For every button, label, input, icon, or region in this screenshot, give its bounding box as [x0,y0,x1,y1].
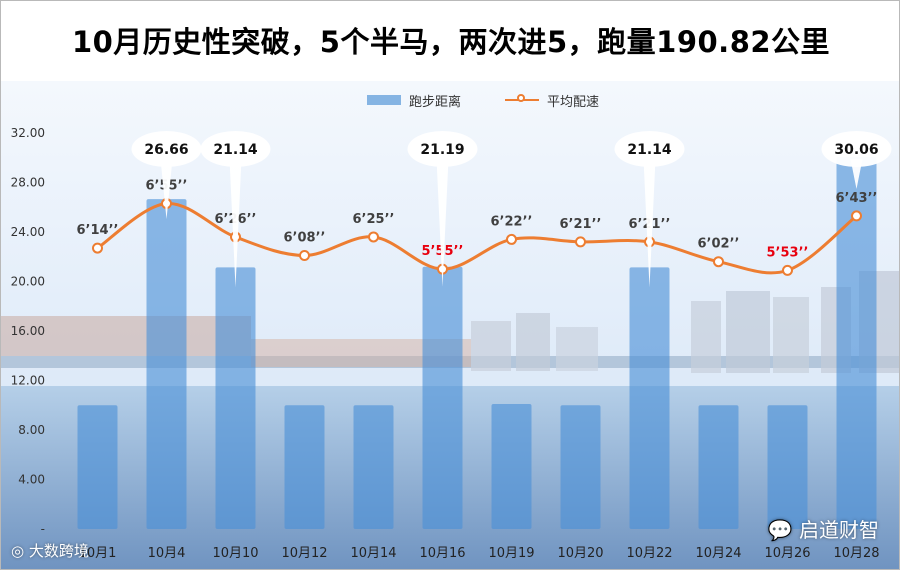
line-series: 6’14’’6’55’’6’26’’6’08’’6’25’’5’55’’6’22… [77,179,878,276]
callout-value: 21.14 [627,142,672,158]
bar [353,405,394,529]
legend-bar-swatch [367,95,401,105]
title-band: 10月历史性突破，5个半马，两次进5，跑量190.82公里 [1,1,899,81]
callout-pointer [160,159,173,220]
callout-value: 21.14 [213,142,258,158]
callout-value: 21.19 [420,142,464,158]
x-tick-label: 10月26 [764,546,810,561]
callout-bubble [131,131,202,167]
x-axis: 10月1 10月4 10月10 10月12 10月14 10月16 10月19 10月20 10… [79,546,880,561]
pace-label: 6’08’’ [284,231,326,246]
pace-point [506,233,517,245]
x-tick-label: 10月12 [281,546,327,561]
bar [836,157,877,529]
bar [77,405,118,529]
wechat-icon: 💬 [767,518,793,542]
x-tick-label: 10月1 [79,546,117,561]
pace-label: 6’21’’ [560,217,602,232]
x-tick-label: 10月14 [350,546,396,561]
callout-pointer [643,159,656,288]
y-tick-label: 12.00 [11,374,45,388]
pace-point [575,236,586,248]
bar [629,267,670,529]
bar [284,405,325,529]
x-tick-label: 10月10 [212,546,258,561]
pace-label: 5’53’’ [767,245,809,260]
bar [491,404,532,529]
x-tick-label: 10月20 [557,546,603,561]
callout-bubble [614,131,685,167]
legend-line-label: 平均配速 [547,94,600,110]
pace-label: 6’22’’ [491,214,533,229]
watermark-left-text: 大数跨境 [28,542,89,560]
legend-line-swatch [505,94,540,102]
bar [422,266,463,529]
pace-point [92,242,103,254]
x-tick-label: 10月22 [626,546,672,561]
pace-label: 6’25’’ [353,212,395,227]
y-tick-label: 4.00 [18,473,45,487]
pace-label: 6’02’’ [698,237,740,252]
y-tick-label: 28.00 [11,176,45,190]
pace-label: 6’43’’ [836,191,878,206]
y-tick-label: 24.00 [11,225,45,239]
y-tick-label: 16.00 [11,324,45,338]
pace-line [96,202,858,275]
bar [698,405,739,529]
legend-bar-label: 跑步距离 [409,94,462,110]
legend: 跑步距离 平均配速 [367,91,600,110]
y-tick-label: 32.00 [11,126,45,140]
callout-bubble [407,131,478,167]
wechat-watermark: 💬 启道财智 [768,514,879,543]
bar-series [77,157,877,529]
pace-label: 6’14’’ [77,223,119,238]
chart-title: 10月历史性突破，5个半马，两次进5，跑量190.82公里 [71,25,831,59]
y-axis: 32.00 28.00 24.00 20.00 16.00 12.00 8.00 4.00 - [11,126,45,536]
callout-bubble [821,131,892,167]
bar [767,405,808,529]
pace-point [851,210,862,222]
callout-pointer [229,159,242,288]
y-tick-label: 8.00 [18,423,45,437]
watermark-right-text: 启道财智 [799,518,879,542]
x-tick-label: 10月4 [148,546,186,561]
source-logo-icon: ◎ [11,542,25,560]
y-tick-label: 20.00 [11,275,45,289]
source-watermark: ◎ 大数跨境 [11,540,89,561]
callout-value: 26.66 [144,142,188,158]
y-tick-label: - [41,522,45,536]
bar [146,199,187,529]
pace-point [713,256,724,268]
x-tick-label: 10月19 [488,546,534,561]
callout-value: 30.06 [834,142,878,158]
x-tick-label: 10月16 [419,546,465,561]
pace-point [368,231,379,243]
pace-point [782,264,793,276]
x-tick-label: 10月28 [833,546,879,561]
value-callouts: 26.66 21.14 21.19 21.14 30.06 [131,131,892,288]
callout-bubble [200,131,271,167]
pace-point [299,250,310,262]
x-tick-label: 10月24 [695,546,741,561]
callout-pointer [436,159,449,287]
bar [560,405,601,529]
bar [215,267,256,529]
